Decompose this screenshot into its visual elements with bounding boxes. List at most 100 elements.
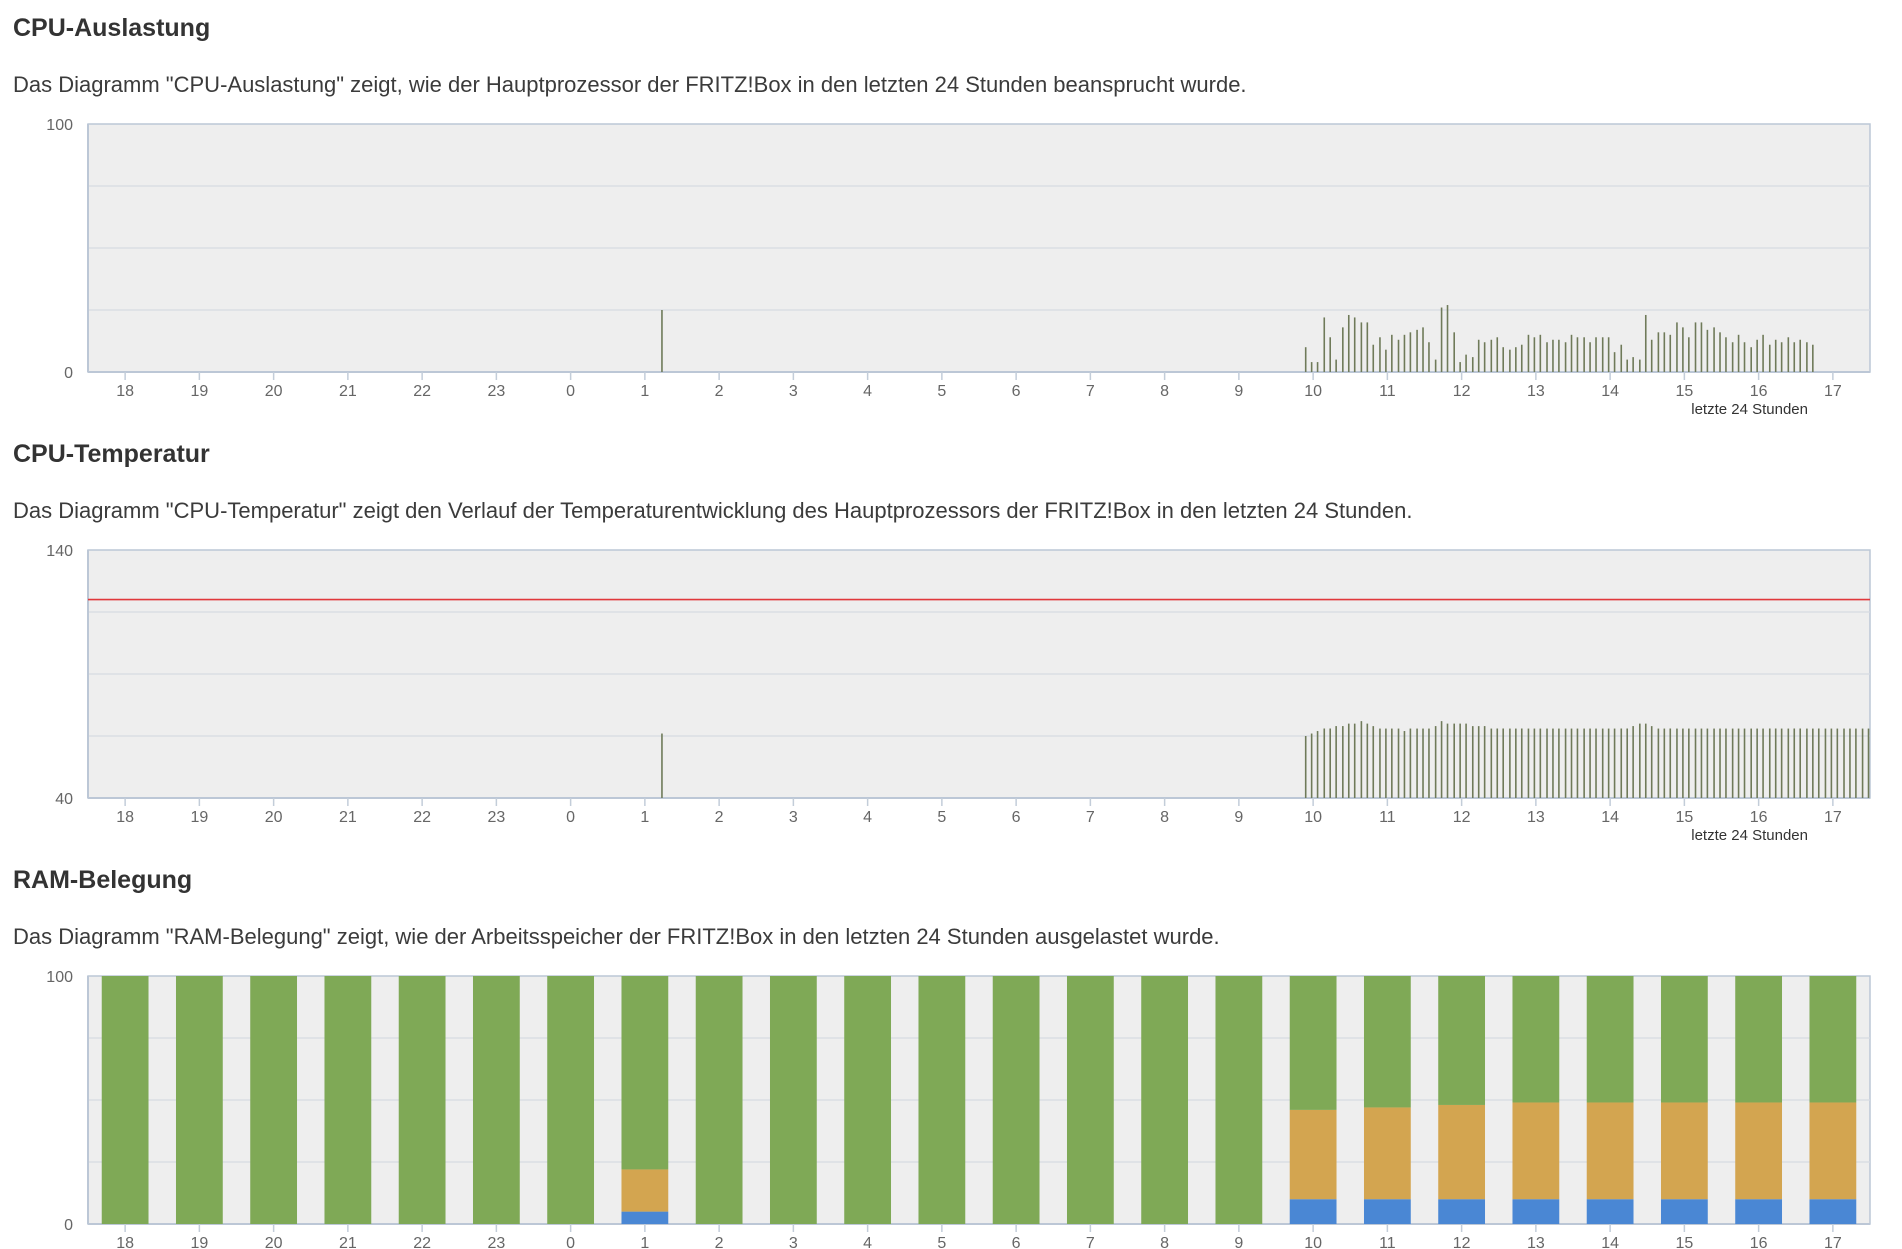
ram-bar-green bbox=[1512, 976, 1560, 1103]
x-tick-label: 17 bbox=[1824, 809, 1842, 826]
ram-bar-green bbox=[1066, 976, 1114, 1224]
ram-bar-green bbox=[918, 976, 966, 1224]
ram-bar-green bbox=[1438, 976, 1486, 1105]
x-tick-label: 23 bbox=[487, 1235, 505, 1249]
x-tick-label: 17 bbox=[1824, 383, 1842, 400]
x-tick-label: 22 bbox=[413, 809, 431, 826]
ram-bar-blue bbox=[621, 1211, 669, 1224]
x-tick-label: 17 bbox=[1824, 1235, 1842, 1249]
ram-bar-orange bbox=[1512, 1102, 1560, 1200]
x-tick-label: 4 bbox=[863, 809, 872, 826]
ram-bar-blue bbox=[1586, 1199, 1634, 1224]
x-tick-label: 15 bbox=[1675, 1235, 1693, 1249]
ram-bar-orange bbox=[1735, 1102, 1783, 1200]
ram-bar-orange bbox=[1809, 1102, 1857, 1200]
x-tick-label: 16 bbox=[1750, 383, 1768, 400]
y-tick-label-min: 40 bbox=[55, 791, 73, 808]
ram-bar-green bbox=[1215, 976, 1263, 1224]
x-tick-label: 14 bbox=[1601, 383, 1619, 400]
ram-title: RAM-Belegung bbox=[13, 866, 193, 894]
x-tick-label: 12 bbox=[1453, 1235, 1471, 1249]
x-tick-label: 19 bbox=[190, 383, 208, 400]
ram-bar-blue bbox=[1363, 1199, 1411, 1224]
ram-bar-blue bbox=[1660, 1199, 1708, 1224]
y-tick-label-min: 0 bbox=[64, 1217, 73, 1234]
ram-bar-green bbox=[992, 976, 1040, 1224]
x-tick-label: 16 bbox=[1750, 1235, 1768, 1249]
x-tick-label: 21 bbox=[339, 1235, 357, 1249]
ram-bar-green bbox=[1660, 976, 1708, 1103]
x-tick-label: 18 bbox=[116, 383, 134, 400]
ram-bar-green bbox=[398, 976, 446, 1224]
x-tick-label: 6 bbox=[1012, 1235, 1021, 1249]
x-tick-label: 13 bbox=[1527, 1235, 1545, 1249]
x-tick-label: 5 bbox=[937, 383, 946, 400]
x-tick-label: 12 bbox=[1453, 809, 1471, 826]
cpu-load-description: Das Diagramm "CPU-Auslastung" zeigt, wie… bbox=[13, 72, 1247, 97]
ram-bar-green bbox=[175, 976, 223, 1224]
x-tick-label: 18 bbox=[116, 1235, 134, 1249]
ram-bar-blue bbox=[1289, 1199, 1337, 1224]
x-tick-label: 22 bbox=[413, 383, 431, 400]
ram-description: Das Diagramm "RAM-Belegung" zeigt, wie d… bbox=[13, 924, 1220, 949]
ram-bar-green bbox=[621, 976, 669, 1170]
x-tick-label: 10 bbox=[1304, 1235, 1322, 1249]
x-tick-label: 11 bbox=[1379, 809, 1396, 826]
y-tick-label-max: 140 bbox=[46, 543, 73, 560]
ram-bar-green bbox=[844, 976, 892, 1224]
x-tick-label: 3 bbox=[789, 809, 798, 826]
x-tick-label: 0 bbox=[566, 1235, 575, 1249]
x-tick-label: 12 bbox=[1453, 383, 1471, 400]
x-tick-label: 20 bbox=[265, 1235, 283, 1249]
ram-bar-orange bbox=[1363, 1107, 1411, 1200]
x-tick-label: 2 bbox=[715, 1235, 724, 1249]
ram-bar-green bbox=[769, 976, 817, 1224]
ram-bar-green bbox=[472, 976, 520, 1224]
x-tick-label: 19 bbox=[190, 809, 208, 826]
x-tick-label: 6 bbox=[1012, 383, 1021, 400]
x-tick-label: 2 bbox=[715, 809, 724, 826]
x-tick-label: 14 bbox=[1601, 809, 1619, 826]
x-tick-label: 11 bbox=[1379, 383, 1396, 400]
x-tick-label: 3 bbox=[789, 1235, 798, 1249]
x-tick-label: 4 bbox=[863, 383, 872, 400]
ram-bar-orange bbox=[1586, 1102, 1634, 1200]
x-tick-label: 15 bbox=[1675, 809, 1693, 826]
x-tick-label: 0 bbox=[566, 809, 575, 826]
ram-bar-blue bbox=[1512, 1199, 1560, 1224]
x-tick-label: 4 bbox=[863, 1235, 872, 1249]
x-tick-label: 22 bbox=[413, 1235, 431, 1249]
x-tick-label: 19 bbox=[190, 1235, 208, 1249]
ram-bar-blue bbox=[1735, 1199, 1783, 1224]
ram-bar-green bbox=[1141, 976, 1189, 1224]
x-axis-caption: letzte 24 Stunden bbox=[1691, 401, 1808, 418]
ram-bar-orange bbox=[1438, 1104, 1486, 1200]
cpu-temp-description: Das Diagramm "CPU-Temperatur" zeigt den … bbox=[13, 498, 1413, 523]
x-tick-label: 7 bbox=[1086, 383, 1095, 400]
ram-bar-green bbox=[1289, 976, 1337, 1110]
x-tick-label: 5 bbox=[937, 1235, 946, 1249]
cpu-temp-title: CPU-Temperatur bbox=[13, 440, 210, 468]
ram-bar-green bbox=[101, 976, 149, 1224]
ram-bar-green bbox=[324, 976, 372, 1224]
x-tick-label: 3 bbox=[789, 383, 798, 400]
x-tick-label: 8 bbox=[1160, 1235, 1169, 1249]
ram-bar-green bbox=[250, 976, 298, 1224]
x-tick-label: 21 bbox=[339, 383, 357, 400]
y-tick-label-min: 0 bbox=[64, 365, 73, 382]
x-tick-label: 14 bbox=[1601, 1235, 1619, 1249]
x-tick-label: 10 bbox=[1304, 809, 1322, 826]
x-tick-label: 8 bbox=[1160, 809, 1169, 826]
x-tick-label: 5 bbox=[937, 809, 946, 826]
x-tick-label: 23 bbox=[487, 809, 505, 826]
x-tick-label: 1 bbox=[640, 383, 649, 400]
x-tick-label: 2 bbox=[715, 383, 724, 400]
ram-bar-green bbox=[1363, 976, 1411, 1108]
ram-bar-green bbox=[1735, 976, 1783, 1103]
x-tick-label: 21 bbox=[339, 809, 357, 826]
y-tick-label-max: 100 bbox=[46, 117, 73, 134]
x-tick-label: 7 bbox=[1086, 1235, 1095, 1249]
x-tick-label: 1 bbox=[640, 809, 649, 826]
